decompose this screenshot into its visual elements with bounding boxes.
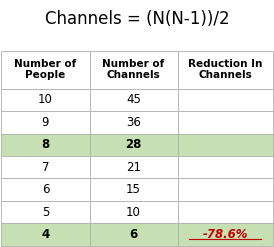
Bar (1, 51, 90, 89)
Bar (1, 134, 90, 156)
Bar (178, 223, 273, 246)
Bar (178, 178, 273, 201)
Text: Channels = (N(N-1))/2: Channels = (N(N-1))/2 (45, 10, 229, 27)
Bar (1, 89, 90, 111)
Text: 5: 5 (42, 206, 49, 219)
Bar (90, 134, 178, 156)
Bar (90, 89, 178, 111)
Bar (1, 178, 90, 201)
Bar (90, 51, 178, 89)
Bar (90, 156, 178, 178)
Bar (178, 51, 273, 89)
Text: 8: 8 (41, 138, 50, 151)
Text: 10: 10 (126, 206, 141, 219)
Text: Reduction In
Channels: Reduction In Channels (188, 59, 262, 81)
Text: 36: 36 (126, 116, 141, 129)
Text: 15: 15 (126, 183, 141, 196)
Text: Number of
People: Number of People (14, 59, 76, 81)
Text: 28: 28 (125, 138, 142, 151)
Text: 21: 21 (126, 161, 141, 174)
Bar (90, 201, 178, 223)
Text: 6: 6 (42, 183, 49, 196)
Text: 4: 4 (41, 228, 50, 241)
Text: 9: 9 (42, 116, 49, 129)
Text: 45: 45 (126, 93, 141, 106)
Text: Number of
Channels: Number of Channels (102, 59, 165, 81)
Bar (90, 178, 178, 201)
Bar (178, 134, 273, 156)
Bar (1, 156, 90, 178)
Bar (1, 111, 90, 134)
Bar (1, 201, 90, 223)
Text: 6: 6 (130, 228, 138, 241)
Bar (90, 111, 178, 134)
Bar (1, 223, 90, 246)
Text: 10: 10 (38, 93, 53, 106)
Bar (178, 156, 273, 178)
Bar (178, 89, 273, 111)
Bar (178, 111, 273, 134)
Bar (90, 223, 178, 246)
Bar (178, 201, 273, 223)
Text: -78.6%: -78.6% (202, 228, 248, 241)
Text: 7: 7 (42, 161, 49, 174)
